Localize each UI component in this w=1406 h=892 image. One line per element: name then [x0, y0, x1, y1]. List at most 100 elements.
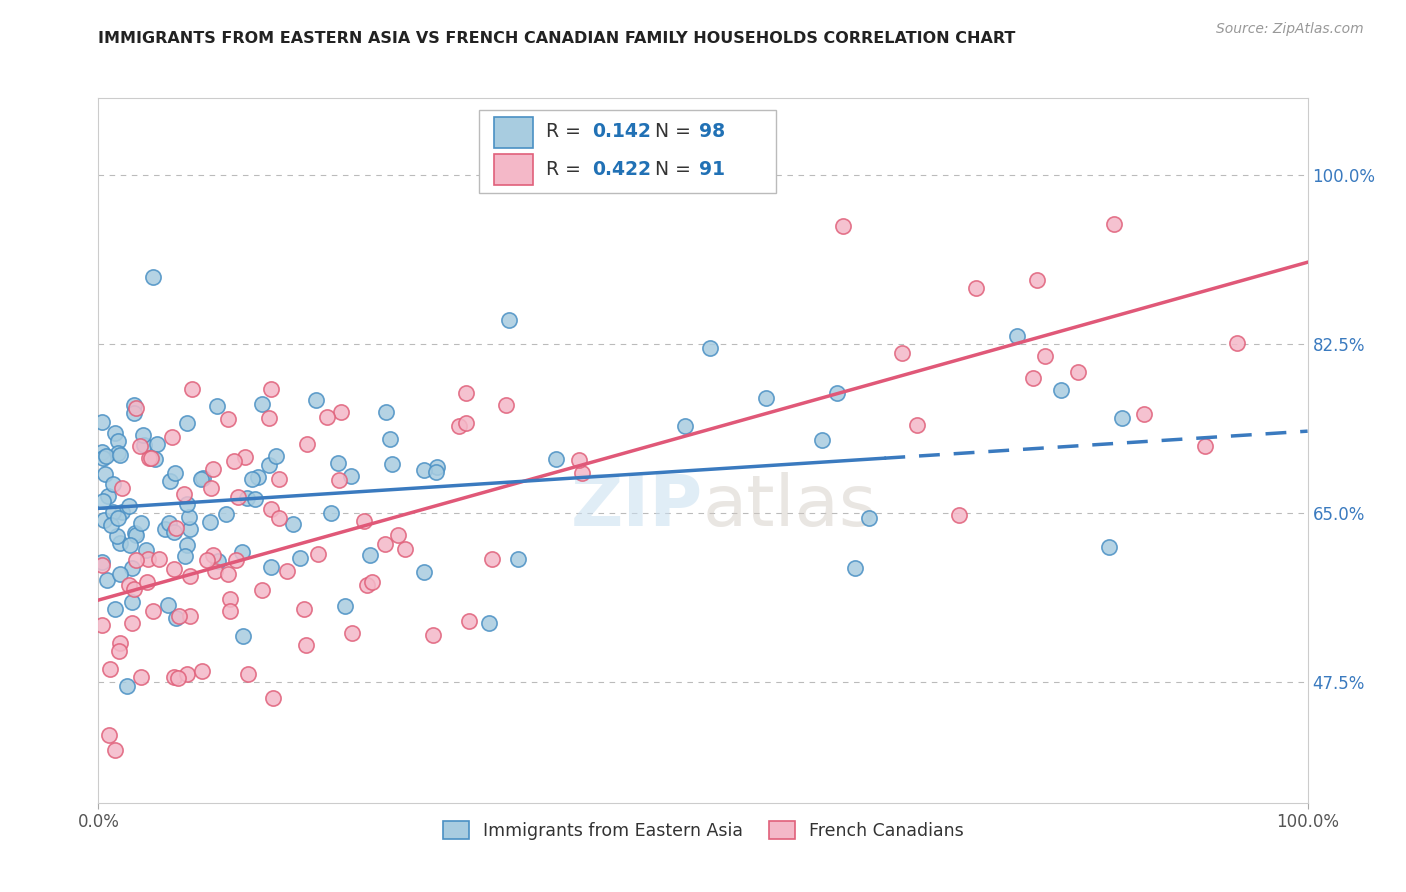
Point [91, 558, 114, 572]
Point [568, 452, 591, 467]
Point [359, 548, 381, 562]
Point [1102, 217, 1125, 231]
Point [167, 671, 190, 685]
Point [477, 616, 499, 631]
Point [1007, 329, 1029, 343]
Text: 91: 91 [699, 160, 725, 178]
Point [104, 602, 127, 616]
Point [257, 410, 280, 425]
Point [243, 491, 266, 506]
Point [546, 452, 568, 467]
Point [454, 417, 477, 431]
Point [217, 412, 239, 426]
Point [481, 552, 503, 566]
Point [413, 463, 436, 477]
Point [91, 494, 114, 508]
Point [292, 601, 315, 615]
Point [135, 542, 157, 557]
Point [217, 566, 239, 581]
Point [198, 515, 221, 529]
Point [176, 416, 198, 430]
Point [135, 574, 157, 589]
Point [101, 505, 124, 519]
Point [1033, 349, 1056, 363]
Text: 0.422: 0.422 [592, 160, 651, 178]
Point [1022, 370, 1045, 384]
Point [305, 392, 328, 407]
Point [141, 450, 163, 465]
Point [333, 599, 356, 613]
Point [174, 549, 197, 564]
Text: ZIP: ZIP [571, 473, 703, 541]
Point [101, 477, 124, 491]
Point [91, 555, 114, 569]
Point [250, 582, 273, 597]
Point [413, 566, 436, 580]
Point [356, 578, 378, 592]
Point [276, 564, 298, 578]
Point [122, 406, 145, 420]
Point [425, 465, 447, 479]
Point [905, 417, 928, 432]
FancyBboxPatch shape [479, 110, 776, 194]
Point [205, 399, 228, 413]
Point [290, 550, 312, 565]
Point [1226, 335, 1249, 350]
Point [190, 472, 212, 486]
Point [281, 516, 304, 531]
Point [111, 481, 134, 495]
Point [120, 538, 142, 552]
Point [157, 598, 180, 612]
Point [108, 448, 131, 462]
Point [340, 626, 363, 640]
Point [143, 452, 166, 467]
Point [204, 564, 226, 578]
Point [167, 608, 190, 623]
Text: R =: R = [546, 122, 586, 142]
Point [225, 553, 247, 567]
Point [98, 662, 121, 676]
Point [125, 553, 148, 567]
Point [257, 458, 280, 473]
Point [118, 578, 141, 592]
Point [107, 644, 129, 658]
Point [232, 629, 254, 643]
Point [240, 472, 263, 486]
Point [1194, 439, 1216, 453]
Point [179, 523, 201, 537]
Point [201, 549, 224, 563]
Point [129, 670, 152, 684]
Point [495, 398, 517, 412]
Point [233, 450, 256, 464]
Point [832, 219, 855, 233]
Point [1049, 383, 1071, 397]
Point [195, 553, 218, 567]
Point [91, 618, 114, 632]
Point [94, 449, 117, 463]
Point [125, 401, 148, 416]
Point [207, 554, 229, 568]
Point [193, 471, 215, 485]
Text: N =: N = [655, 160, 696, 178]
Point [104, 425, 127, 440]
Point [110, 505, 132, 519]
Point [673, 418, 696, 433]
Point [159, 516, 181, 531]
Point [129, 516, 152, 530]
Point [294, 638, 316, 652]
Point [295, 437, 318, 451]
Point [117, 679, 139, 693]
Point [699, 342, 721, 356]
Point [219, 592, 242, 607]
Point [107, 446, 129, 460]
Point [339, 469, 361, 483]
Point [122, 398, 145, 412]
Point [264, 449, 287, 463]
Text: N =: N = [655, 122, 696, 142]
Point [1067, 365, 1090, 379]
Point [247, 470, 270, 484]
Point [224, 454, 246, 468]
Point [125, 528, 148, 542]
Point [94, 467, 117, 481]
Point [165, 521, 187, 535]
